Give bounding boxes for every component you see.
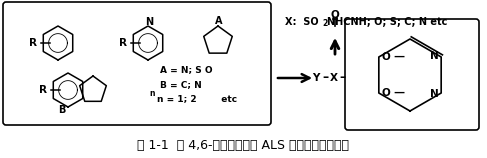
Text: –: – <box>322 72 328 85</box>
Text: B = C; N: B = C; N <box>160 80 202 89</box>
Text: etc: etc <box>215 94 237 103</box>
Text: R: R <box>29 38 37 48</box>
Text: N: N <box>431 89 439 99</box>
Text: A = N; S O: A = N; S O <box>160 66 213 75</box>
Text: B: B <box>58 105 66 115</box>
Text: Y: Y <box>312 73 319 83</box>
Text: —: — <box>394 88 405 98</box>
FancyBboxPatch shape <box>3 2 271 125</box>
Text: N: N <box>145 17 153 27</box>
Text: n = 1; 2: n = 1; 2 <box>157 94 197 103</box>
FancyBboxPatch shape <box>345 19 479 130</box>
Text: —: — <box>394 52 405 62</box>
Text: X:  SO: X: SO <box>285 17 318 27</box>
Text: O: O <box>382 52 391 62</box>
Text: R: R <box>119 38 127 48</box>
Text: A: A <box>215 16 223 26</box>
Text: –: – <box>339 72 345 85</box>
Text: NHCNH; O; S; C; N etc: NHCNH; O; S; C; N etc <box>327 17 448 27</box>
Text: 2: 2 <box>322 19 327 28</box>
Text: O: O <box>331 10 339 20</box>
Text: O: O <box>382 88 391 98</box>
Text: R: R <box>39 85 47 95</box>
FancyArrowPatch shape <box>332 42 338 52</box>
Text: N: N <box>431 51 439 61</box>
Text: 图 1-1  含 4,6-二甲氧基嘧啶 ALS 抑制剂的骨架结构: 图 1-1 含 4,6-二甲氧基嘧啶 ALS 抑制剂的骨架结构 <box>137 139 349 152</box>
Text: n: n <box>149 88 155 97</box>
Text: X: X <box>330 73 338 83</box>
